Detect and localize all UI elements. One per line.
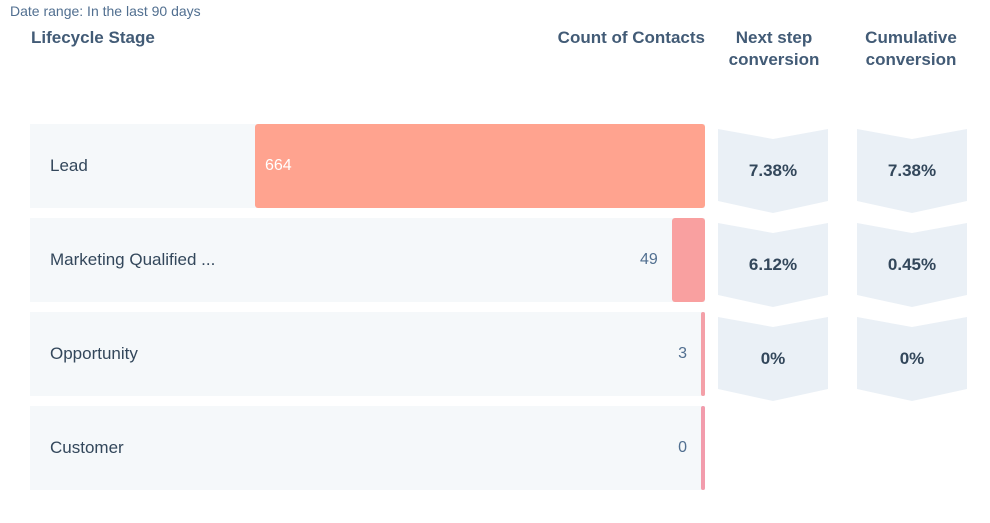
cumulative-conversion-lead-shape (857, 129, 967, 213)
date-range-label: Date range: In the last 90 days (10, 3, 201, 19)
funnel-row-opportunity[interactable]: Opportunity 3 (30, 312, 705, 396)
bar-value-customer: 0 (678, 439, 687, 456)
cumulative-conversion-opportunity-shape (857, 317, 967, 401)
header-next-step-line2: conversion (728, 50, 820, 69)
header-next-step-conversion: Next step conversion (718, 27, 830, 71)
bar-lead[interactable] (255, 124, 705, 208)
bar-value-opportunity: 3 (678, 345, 687, 362)
next-step-conversion-opportunity: 0% (718, 317, 828, 401)
next-step-conversion-lead-value: 7.38% (748, 161, 798, 180)
funnel-row-customer[interactable]: Customer 0 (30, 406, 705, 490)
next-step-conversion-opportunity-value: 0% (760, 349, 786, 368)
bar-opportunity[interactable] (701, 312, 705, 396)
cumulative-conversion-opportunity-value: 0% (899, 349, 925, 368)
funnel-row-lead[interactable]: Lead 664 (30, 124, 705, 208)
next-step-conversion-marketing-qualified-shape (718, 223, 828, 307)
header-next-step-line1: Next step (735, 28, 813, 47)
stage-label-customer: Customer (50, 438, 124, 457)
cumulative-conversion-lead-value: 7.38% (887, 161, 937, 180)
next-step-conversion-marketing-qualified: 6.12% (718, 223, 828, 307)
next-step-conversion-marketing-qualified-value: 6.12% (748, 255, 798, 274)
cumulative-conversion-marketing-qualified-value: 0.45% (887, 255, 937, 274)
stage-label-lead: Lead (50, 156, 88, 175)
header-cumulative-line1: Cumulative (865, 28, 957, 47)
bar-value-lead: 664 (265, 157, 292, 174)
bar-value-marketing-qualified: 49 (640, 251, 658, 268)
funnel-row-marketing-qualified[interactable]: Marketing Qualified ... 49 (30, 218, 705, 302)
stage-label-opportunity: Opportunity (50, 344, 138, 363)
next-step-conversion-opportunity-shape (718, 317, 828, 401)
next-step-conversion-lead: 7.38% (718, 129, 828, 213)
header-cumulative-conversion: Cumulative conversion (855, 27, 967, 71)
cumulative-conversion-marketing-qualified-shape (857, 223, 967, 307)
cumulative-conversion-opportunity: 0% (857, 317, 967, 401)
header-cumulative-line2: conversion (865, 50, 957, 69)
cumulative-conversion-lead: 7.38% (857, 129, 967, 213)
next-step-conversion-lead-shape (718, 129, 828, 213)
cumulative-conversion-marketing-qualified: 0.45% (857, 223, 967, 307)
stage-label-marketing-qualified: Marketing Qualified ... (50, 250, 216, 269)
bar-customer[interactable] (701, 406, 705, 490)
header-lifecycle-stage: Lifecycle Stage (31, 28, 155, 47)
header-count-of-contacts: Count of Contacts (557, 28, 705, 47)
bar-marketing-qualified[interactable] (671, 218, 705, 302)
